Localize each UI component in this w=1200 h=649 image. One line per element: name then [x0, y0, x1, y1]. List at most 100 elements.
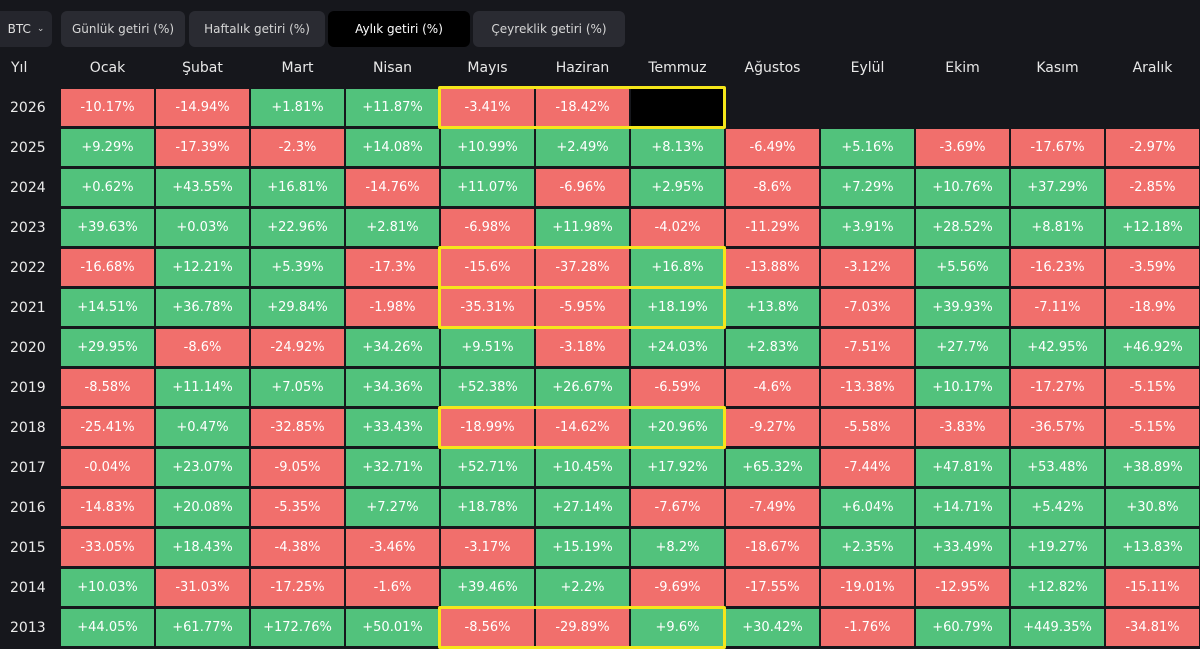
return-cell: +46.92%: [1106, 329, 1199, 366]
return-cell: +18.78%: [441, 489, 534, 526]
return-cell: +16.81%: [251, 169, 344, 206]
return-cell: +12.21%: [156, 249, 249, 286]
table-header: Yıl Ocak Şubat Mart Nisan Mayıs Haziran Temmuz…: [0, 52, 1200, 84]
return-cell: +2.2%: [536, 569, 629, 606]
return-cell: +60.79%: [916, 609, 1009, 646]
return-cell: -18.67%: [726, 529, 819, 566]
return-cell: +27.7%: [916, 329, 1009, 366]
year-label: 2021: [10, 299, 46, 316]
return-cell: -17.67%: [1011, 129, 1104, 166]
toolbar: BTC ⌄ Günlük getiri (%) Haftalık getiri …: [0, 11, 1200, 47]
return-cell: +36.78%: [156, 289, 249, 326]
return-cell: -18.99%: [441, 409, 534, 446]
return-cell: +38.89%: [1106, 449, 1199, 486]
return-cell: +11.87%: [346, 89, 439, 126]
year-label: 2024: [10, 179, 46, 196]
return-cell: +34.36%: [346, 369, 439, 406]
return-cell: -3.18%: [536, 329, 629, 366]
return-cell: +42.95%: [1011, 329, 1104, 366]
year-label: 2016: [10, 499, 46, 516]
return-cell: -5.15%: [1106, 409, 1199, 446]
asset-select[interactable]: BTC ⌄: [0, 11, 52, 47]
return-cell: -35.31%: [441, 289, 534, 326]
return-cell: +5.42%: [1011, 489, 1104, 526]
return-cell: +10.76%: [916, 169, 1009, 206]
return-cell: +19.27%: [1011, 529, 1104, 566]
return-cell: -33.05%: [61, 529, 154, 566]
return-cell: +5.16%: [821, 129, 914, 166]
return-cell: -3.46%: [346, 529, 439, 566]
return-cell: +2.95%: [631, 169, 724, 206]
return-cell: -9.05%: [251, 449, 344, 486]
return-cell: +2.83%: [726, 329, 819, 366]
return-cell: +27.14%: [536, 489, 629, 526]
return-cell: -2.85%: [1106, 169, 1199, 206]
return-cell: -17.27%: [1011, 369, 1104, 406]
tab-monthly-returns[interactable]: Aylık getiri (%): [328, 11, 470, 47]
return-cell: -13.38%: [821, 369, 914, 406]
return-cell: -9.27%: [726, 409, 819, 446]
return-cell: -3.41%: [441, 89, 534, 126]
year-label: 2020: [10, 339, 46, 356]
return-cell: +2.35%: [821, 529, 914, 566]
return-cell: -8.6%: [726, 169, 819, 206]
tab-daily-returns[interactable]: Günlük getiri (%): [61, 11, 185, 47]
return-cell: -1.6%: [346, 569, 439, 606]
year-label: 2026: [10, 99, 46, 116]
return-cell: +0.47%: [156, 409, 249, 446]
return-cell: +2.81%: [346, 209, 439, 246]
return-cell: +13.8%: [726, 289, 819, 326]
return-cell: +1.81%: [251, 89, 344, 126]
month-header: Haziran: [555, 60, 610, 76]
year-label: 2019: [10, 379, 46, 396]
return-cell: -8.6%: [156, 329, 249, 366]
return-cell: -15.6%: [441, 249, 534, 286]
tab-weekly-returns[interactable]: Haftalık getiri (%): [189, 11, 325, 47]
return-cell: +8.81%: [1011, 209, 1104, 246]
year-label: 2022: [10, 259, 46, 276]
year-label: 2025: [10, 139, 46, 156]
return-cell: -15.11%: [1106, 569, 1199, 606]
return-cell: -7.49%: [726, 489, 819, 526]
return-cell: +29.95%: [61, 329, 154, 366]
return-cell: -14.76%: [346, 169, 439, 206]
return-cell: -14.94%: [156, 89, 249, 126]
return-cell: +43.55%: [156, 169, 249, 206]
return-cell: +0.62%: [61, 169, 154, 206]
return-cell: +14.71%: [916, 489, 1009, 526]
return-cell: +39.46%: [441, 569, 534, 606]
return-cell: +50.01%: [346, 609, 439, 646]
return-cell: +18.43%: [156, 529, 249, 566]
month-header: Ekim: [945, 60, 980, 76]
return-cell: +11.98%: [536, 209, 629, 246]
return-cell: -2.3%: [251, 129, 344, 166]
return-cell: +10.17%: [916, 369, 1009, 406]
return-cell: +15.19%: [536, 529, 629, 566]
return-cell: -8.58%: [61, 369, 154, 406]
return-cell: +9.51%: [441, 329, 534, 366]
return-cell: +26.67%: [536, 369, 629, 406]
tab-quarterly-returns[interactable]: Çeyreklik getiri (%): [473, 11, 625, 47]
return-cell: -14.62%: [536, 409, 629, 446]
return-cell: -2.97%: [1106, 129, 1199, 166]
return-cell: -6.96%: [536, 169, 629, 206]
return-cell: +33.49%: [916, 529, 1009, 566]
month-header: Temmuz: [648, 60, 707, 76]
return-cell: -5.95%: [536, 289, 629, 326]
return-cell: -14.83%: [61, 489, 154, 526]
return-cell: +13.83%: [1106, 529, 1199, 566]
month-header: Kasım: [1036, 60, 1079, 76]
return-cell: -10.17%: [61, 89, 154, 126]
return-cell: +52.71%: [441, 449, 534, 486]
return-cell: -4.38%: [251, 529, 344, 566]
return-cell: -7.51%: [821, 329, 914, 366]
return-cell: +6.04%: [821, 489, 914, 526]
return-cell: +22.96%: [251, 209, 344, 246]
return-cell: +16.8%: [631, 249, 724, 286]
return-cell: +39.93%: [916, 289, 1009, 326]
year-label: 2014: [10, 579, 46, 596]
return-cell: +17.92%: [631, 449, 724, 486]
return-cell: +14.08%: [346, 129, 439, 166]
return-cell: +7.05%: [251, 369, 344, 406]
return-cell: -4.02%: [631, 209, 724, 246]
